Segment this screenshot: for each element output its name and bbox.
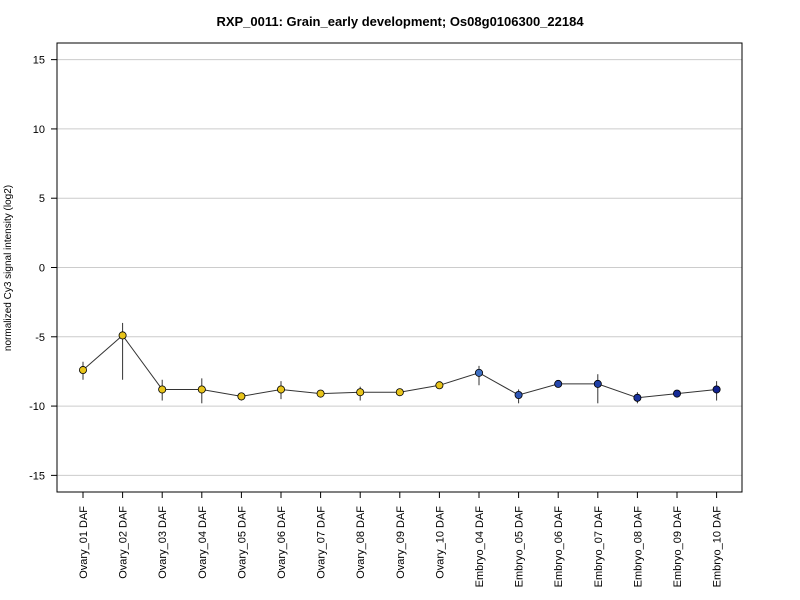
data-point: [435, 381, 444, 390]
data-point: [197, 385, 206, 394]
x-tick-label: Embryo_05 DAF: [514, 506, 526, 588]
data-point: [673, 389, 682, 398]
x-tick-label: Ovary_06 DAF: [276, 506, 288, 579]
x-tick-label: Ovary_04 DAF: [197, 506, 209, 579]
y-tick-label: -5: [35, 332, 45, 344]
x-axis: Ovary_01 DAF Ovary_02 DAF Ovary_03 DAF Ovar…: [78, 492, 724, 587]
x-tick-label: Ovary_02 DAF: [118, 506, 130, 579]
data-point: [158, 385, 167, 394]
x-tick-label: Embryo_10 DAF: [712, 506, 724, 588]
data-points: [79, 331, 721, 402]
x-tick-label: Embryo_08 DAF: [632, 506, 644, 588]
x-tick-label: Ovary_05 DAF: [236, 506, 248, 579]
x-tick-label: Embryo_09 DAF: [672, 506, 684, 588]
data-point: [237, 392, 246, 401]
y-axis-label: normalized Cy3 signal intensity (log2): [3, 185, 14, 351]
y-axis: 15 10 5 0 -5 -10 -15: [29, 55, 57, 482]
data-point: [395, 388, 404, 397]
data-point: [593, 379, 602, 388]
y-tick-label: 5: [39, 193, 45, 205]
y-tick-label: 15: [33, 55, 45, 67]
data-point: [118, 331, 127, 340]
x-tick-label: Embryo_07 DAF: [593, 506, 605, 588]
data-point: [712, 385, 721, 394]
y-tick-label: 0: [39, 263, 45, 275]
grid-lines: [57, 59, 742, 476]
y-tick-label: -15: [29, 470, 45, 482]
x-tick-label: Embryo_04 DAF: [474, 506, 486, 588]
x-tick-label: Ovary_03 DAF: [157, 506, 169, 579]
x-tick-label: Embryo_06 DAF: [553, 506, 565, 588]
x-tick-label: Ovary_08 DAF: [355, 506, 367, 579]
data-point: [554, 379, 563, 388]
x-tick-label: Ovary_01 DAF: [78, 506, 90, 579]
data-point: [474, 368, 483, 377]
x-tick-label: Ovary_10 DAF: [434, 506, 446, 579]
x-tick-label: Ovary_07 DAF: [316, 506, 328, 579]
data-point: [633, 393, 642, 402]
x-tick-label: Ovary_09 DAF: [395, 506, 407, 579]
data-point: [276, 385, 285, 394]
data-point: [79, 366, 88, 375]
chart-title: RXP_0011: Grain_early development; Os08g…: [216, 14, 584, 29]
data-point: [316, 389, 325, 398]
y-tick-label: 10: [33, 124, 45, 136]
data-point: [514, 390, 523, 399]
data-point: [356, 388, 365, 397]
y-tick-label: -10: [29, 401, 45, 413]
